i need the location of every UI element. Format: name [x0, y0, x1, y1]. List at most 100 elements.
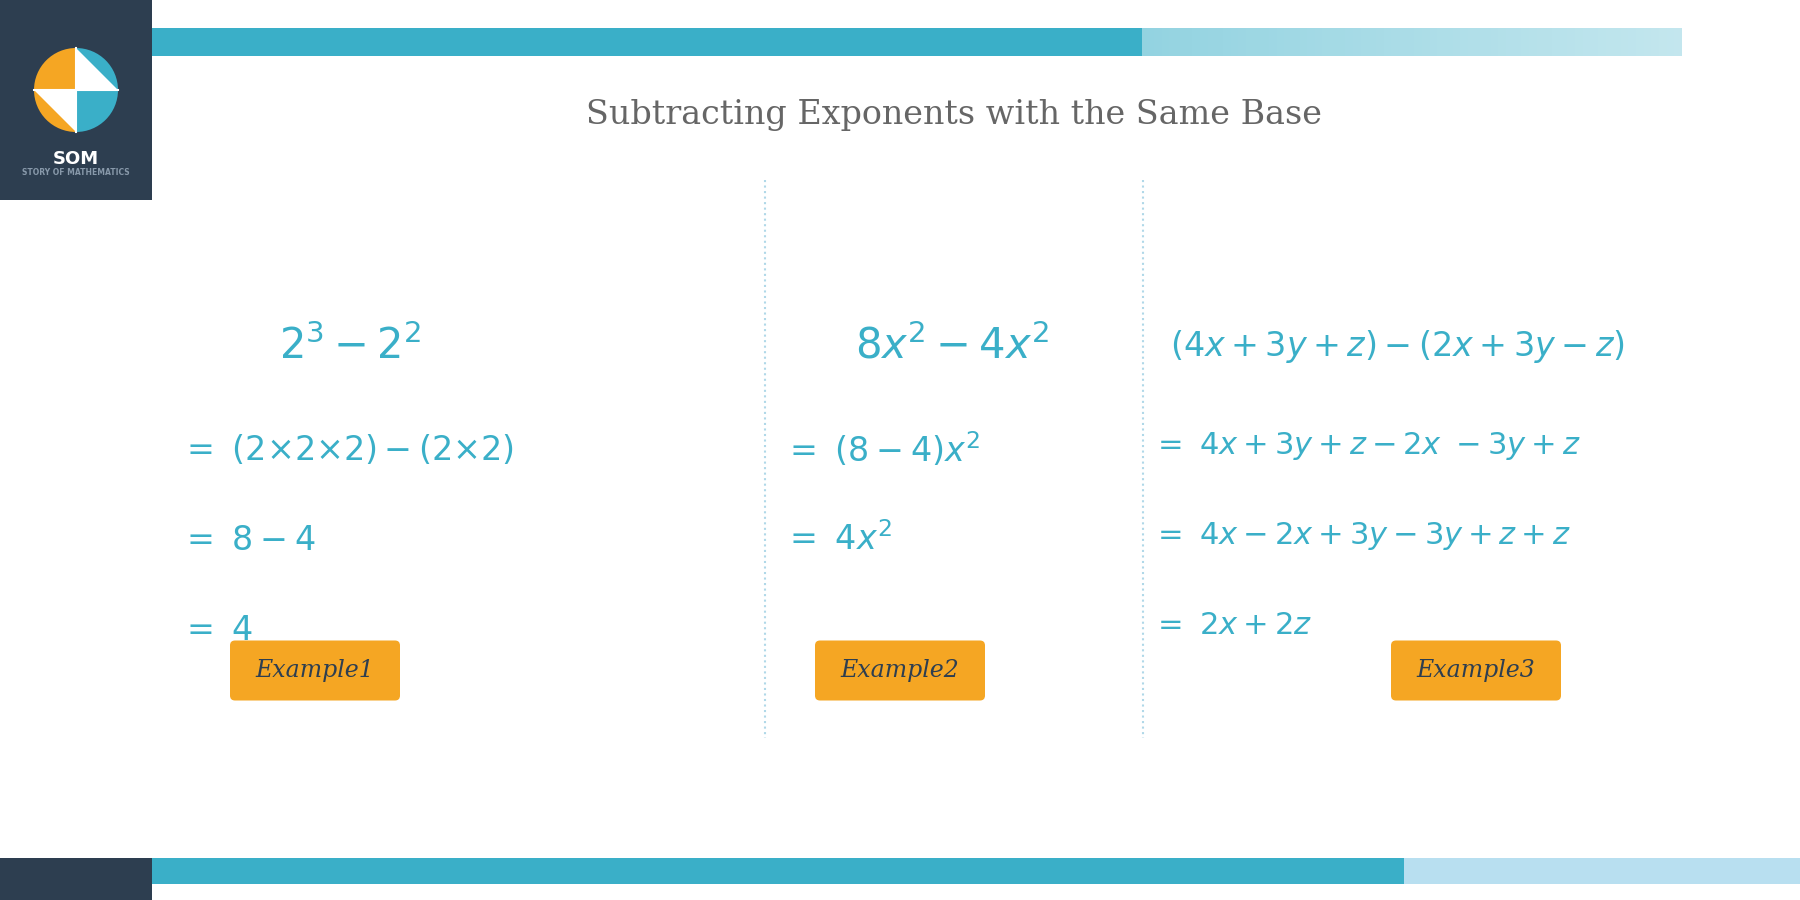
Bar	[511, 28, 518, 56]
Bar	[266, 28, 274, 56]
Bar	[1330, 28, 1337, 56]
Bar	[725, 28, 733, 56]
Bar	[603, 28, 610, 56]
Bar	[1208, 28, 1215, 56]
Bar	[909, 28, 916, 56]
Bar	[772, 28, 779, 56]
Bar	[1598, 28, 1606, 56]
Bar	[817, 28, 824, 56]
Bar	[1636, 28, 1643, 56]
Bar	[596, 28, 603, 56]
Text: $=\ (8 - 4)x^2$: $=\ (8 - 4)x^2$	[783, 430, 981, 470]
Text: Example2: Example2	[841, 659, 959, 682]
Bar	[1222, 28, 1231, 56]
Bar	[878, 28, 886, 56]
Bar	[1404, 858, 1800, 884]
Bar	[932, 28, 940, 56]
Bar	[848, 28, 855, 56]
FancyBboxPatch shape	[230, 641, 400, 700]
Text: $=\ 8 - 4$: $=\ 8 - 4$	[180, 524, 315, 556]
Text: Example3: Example3	[1417, 659, 1535, 682]
Bar	[473, 28, 481, 56]
Bar	[1406, 28, 1415, 56]
Text: $=\ 4x + 3y + z - 2x\ -3y + z$: $=\ 4x + 3y + z - 2x\ -3y + z$	[1152, 429, 1580, 462]
Bar	[1100, 28, 1109, 56]
Bar	[0, 858, 151, 900]
Bar	[518, 28, 527, 56]
Bar	[1544, 28, 1552, 56]
Bar	[1384, 28, 1391, 56]
Bar	[756, 28, 763, 56]
Bar	[1323, 28, 1330, 56]
Polygon shape	[34, 90, 76, 132]
Bar	[328, 28, 335, 56]
Bar	[1161, 28, 1170, 56]
Bar	[1292, 28, 1300, 56]
Bar	[565, 28, 572, 56]
Bar	[657, 28, 664, 56]
Bar	[497, 28, 504, 56]
Bar	[1262, 28, 1269, 56]
Bar	[450, 28, 457, 56]
Bar	[1039, 28, 1048, 56]
Bar	[1017, 28, 1024, 56]
Bar	[304, 28, 313, 56]
Bar	[1460, 28, 1467, 56]
Bar	[1445, 28, 1453, 56]
Bar	[1269, 28, 1276, 56]
Bar	[365, 28, 374, 56]
Bar	[1085, 28, 1093, 56]
Bar	[252, 28, 259, 56]
Bar	[956, 28, 963, 56]
Text: $8x^2- 4x^2$: $8x^2- 4x^2$	[855, 325, 1049, 368]
Bar	[650, 28, 657, 56]
Bar	[733, 28, 742, 56]
Bar	[1429, 28, 1436, 56]
Text: $=\ 4$: $=\ 4$	[180, 614, 254, 646]
Bar	[542, 28, 549, 56]
Bar	[1055, 28, 1062, 56]
Text: $2^3 - 2^2$: $2^3 - 2^2$	[279, 325, 421, 368]
Bar	[205, 28, 212, 56]
Bar	[970, 28, 977, 56]
Bar	[1231, 28, 1238, 56]
Text: $=\ 4x - 2x + 3y - 3y + z + z$: $=\ 4x - 2x + 3y - 3y + z + z$	[1152, 519, 1571, 552]
Bar	[374, 28, 382, 56]
Bar	[1170, 28, 1177, 56]
Bar	[1154, 28, 1161, 56]
Bar	[175, 28, 182, 56]
Bar	[1568, 28, 1575, 56]
Bar	[1375, 28, 1384, 56]
Bar	[1528, 28, 1537, 56]
Text: $(4x + 3y + z) - (2x + 3y - z)$: $(4x + 3y + z) - (2x + 3y - z)$	[1170, 328, 1625, 365]
Bar	[412, 28, 419, 56]
Bar	[167, 28, 175, 56]
Bar	[1436, 28, 1445, 56]
Text: Example1: Example1	[256, 659, 374, 682]
Bar	[1667, 28, 1674, 56]
Text: $=\ 2x + 2z$: $=\ 2x + 2z$	[1152, 611, 1312, 640]
Bar	[916, 28, 925, 56]
Bar	[695, 28, 702, 56]
Bar	[1069, 28, 1078, 56]
Bar	[963, 28, 970, 56]
Bar	[895, 28, 902, 56]
Bar	[977, 28, 986, 56]
Bar	[634, 28, 641, 56]
Bar	[841, 28, 848, 56]
Bar	[1201, 28, 1208, 56]
Bar	[1467, 28, 1476, 56]
Bar	[1337, 28, 1345, 56]
Wedge shape	[76, 48, 119, 132]
Bar	[1643, 28, 1651, 56]
Bar	[871, 28, 878, 56]
Bar	[243, 28, 252, 56]
Bar	[1514, 28, 1521, 56]
Bar	[236, 28, 243, 56]
Bar	[1139, 28, 1147, 56]
Bar	[1008, 28, 1017, 56]
Bar	[1606, 28, 1613, 56]
Bar	[1246, 28, 1253, 56]
Bar	[527, 28, 535, 56]
Bar	[1031, 28, 1039, 56]
